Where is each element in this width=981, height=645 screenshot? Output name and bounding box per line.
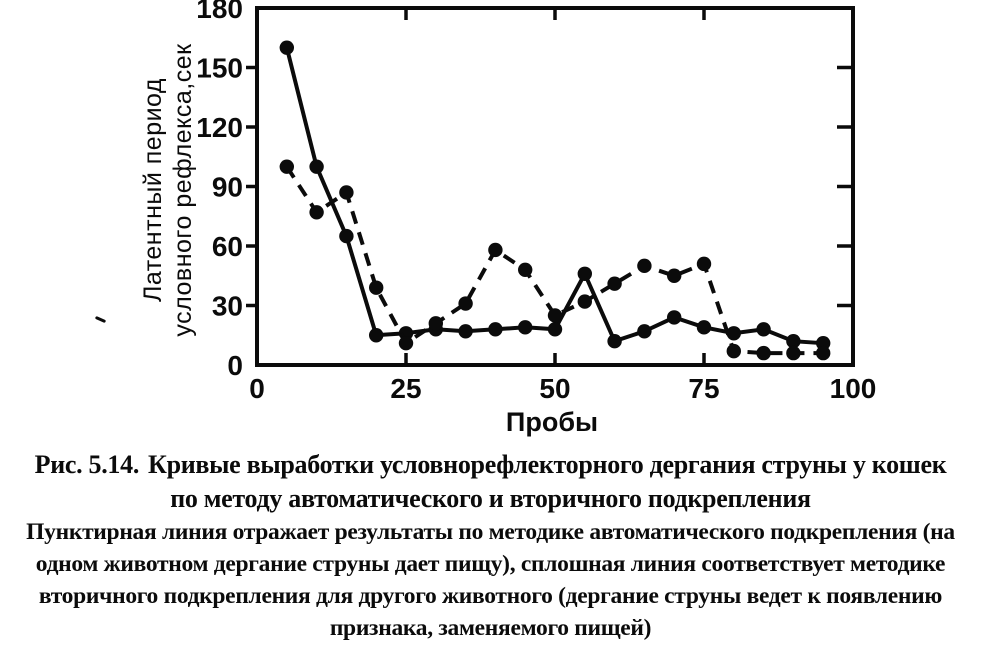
y-tick-label: 180 [196,0,243,24]
figure-caption: Рис. 5.14. Кривые выработки условнорефлек… [0,448,981,644]
data-point-solid [339,228,354,244]
data-point-solid [816,335,831,351]
y-tick-label: 90 [212,172,243,203]
data-point-solid [577,266,592,281]
data-point-solid [458,324,473,339]
data-point-solid [607,334,622,349]
data-point-dashed [607,276,622,291]
data-point-solid [547,322,563,337]
data-point-solid [756,322,771,337]
conditioning-latency-chart: 0 30 60 90 120 150 180 0 25 50 75 100 Пробы Латентн… [94,0,876,437]
data-point-solid [488,322,503,337]
y-axis-title-line1: Латентный период [139,77,167,303]
figure-number-label: Рис. 5.14. [34,450,140,479]
x-tick-label: 75 [688,373,719,404]
caption-body-line1: Пунктирная линия отражает результаты по … [26,519,955,545]
data-point-solid [637,324,652,339]
data-point-solid [369,328,384,343]
y-tick-label: 30 [212,291,243,322]
data-point-solid [309,159,324,174]
data-point-solid [518,320,533,335]
caption-title-text: Кривые выработки условнорефлекторного де… [148,450,947,479]
data-point-dashed [488,242,503,258]
chart-canvas: 0 30 60 90 120 150 180 0 25 50 75 100 Пробы [196,0,876,437]
x-tick-label: 25 [390,373,421,404]
data-point-solid [279,40,294,55]
data-point-dashed [816,345,831,361]
caption-body-line4: признака, заменяемого пищей) [329,615,652,641]
data-point-solid [726,326,741,341]
data-point-dashed [309,205,324,220]
data-point-dashed [369,280,384,295]
caption-title-line1: Рис. 5.14. Кривые выработки условнорефлек… [0,448,981,482]
caption-body-line2: одном животном дергание струны дает пищу… [35,551,946,577]
x-axis-title: Пробы [506,407,598,437]
x-tick-label: 0 [249,373,265,404]
caption-title-line2: по методу автоматического и вторичного п… [170,484,811,513]
data-point-dashed [726,343,741,359]
x-tick-label: 100 [830,373,877,404]
caption-body-line3: вторичного подкрепления для другого живо… [38,583,943,609]
data-point-dashed [786,345,801,361]
data-point-dashed [547,308,563,323]
data-point-dashed [339,185,354,200]
data-point-solid [696,320,712,335]
data-point-dashed [458,296,473,311]
data-point-solid [786,334,801,349]
data-point-dashed [756,345,771,361]
data-point-solid [667,310,682,325]
y-axis-title: Латентный период условного рефлекса,сек [138,43,198,336]
series-solid-line [284,47,824,346]
data-point-dashed [667,268,682,283]
data-point-dashed [637,258,652,274]
y-tick-label: 150 [196,53,243,84]
chart-plot-area: 0 30 60 90 120 150 180 0 25 50 75 100 [196,0,876,404]
y-tick-label: 60 [212,231,243,262]
data-point-dashed [696,256,712,272]
y-axis-title-line2: условного рефлекса,сек [169,43,197,337]
data-point-dashed [518,262,533,277]
x-tick-label: 50 [539,373,570,404]
y-tick-label: 120 [196,112,243,143]
data-point-dashed [279,159,294,174]
y-tick-label: 0 [227,350,243,381]
data-point-dashed [577,294,592,309]
data-point-dashed [398,335,414,351]
data-point-dashed [428,316,443,331]
